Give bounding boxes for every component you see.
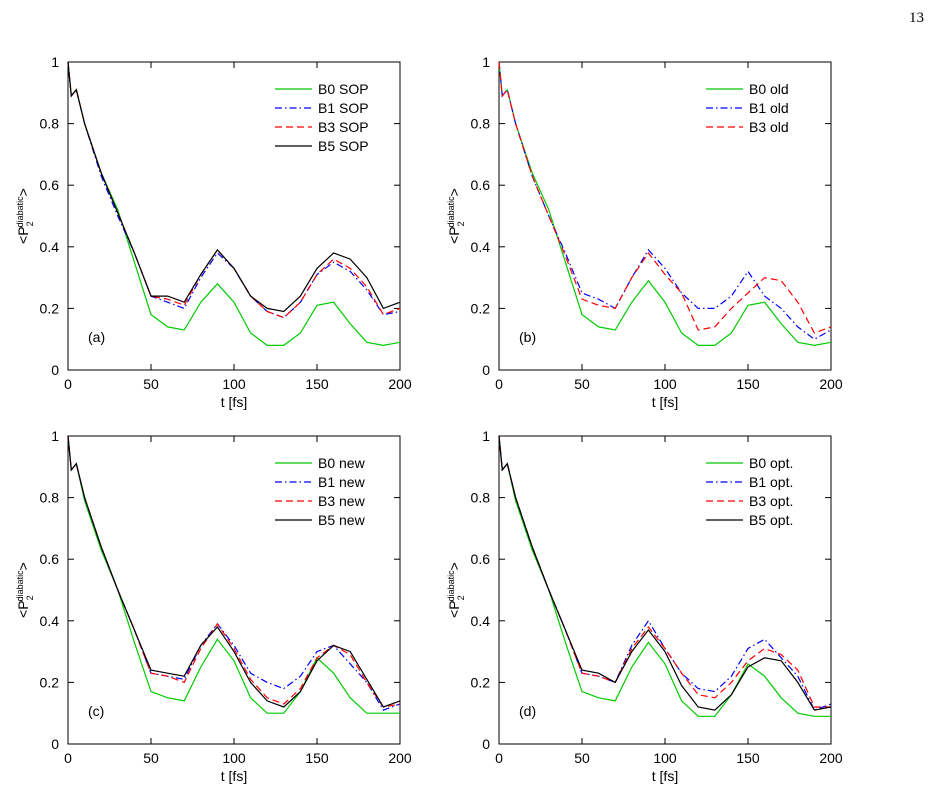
y-tick-label: 0.8 [471,490,491,506]
x-axis-label: t [fs] [652,394,678,410]
series-line [67,435,400,714]
y-axis-label-part: > [446,562,462,570]
x-tick-label: 150 [305,750,329,766]
x-tick-label: 100 [653,750,677,766]
y-axis-label-part: <P [446,226,462,244]
legend-label: B5 SOP [318,138,369,154]
y-axis-label-part: diabatic [15,196,25,228]
x-tick-label: 50 [574,376,590,392]
legend-label: B1 SOP [318,100,369,116]
x-tick-label: 200 [819,376,843,392]
y-axis-label: <P2diabatic> [446,188,466,244]
legend-label: B0 SOP [318,81,369,97]
y-axis-label: <P2diabatic> [446,562,466,618]
y-tick-label: 0.4 [471,239,491,255]
y-tick-label: 0.4 [40,239,60,255]
y-tick-label: 1 [51,54,59,70]
y-tick-label: 0.2 [40,300,60,316]
y-tick-label: 0.4 [40,613,60,629]
legend-label: B1 new [318,474,366,490]
series-line [498,61,832,340]
legend-label: B1 opt. [749,474,793,490]
panel-label: (d) [519,703,536,719]
legend-label: B3 new [318,493,366,509]
x-tick-label: 150 [736,750,760,766]
series-line [67,61,401,319]
y-tick-label: 0.6 [40,177,60,193]
series-line [498,61,832,347]
y-tick-label: 1 [482,54,490,70]
x-tick-label: 200 [819,750,843,766]
y-axis-label-part: diabatic [446,570,456,602]
y-axis-label-part: > [15,188,31,196]
x-tick-label: 100 [222,750,246,766]
panel-label: (b) [519,329,536,345]
series-line [498,61,832,334]
y-tick-label: 0.6 [471,177,491,193]
y-tick-label: 0.2 [40,674,60,690]
legend-label: B1 old [749,100,789,116]
y-tick-label: 0.8 [471,116,491,132]
y-tick-label: 1 [51,428,59,444]
y-axis-label-part: <P [446,600,462,618]
legend-label: B3 SOP [318,119,369,135]
y-tick-label: 0.8 [40,490,60,506]
y-tick-label: 0.8 [40,116,60,132]
y-axis-label: <P2diabatic> [15,562,35,618]
y-axis-label-part: diabatic [446,196,456,228]
x-axis-label: t [fs] [652,768,678,784]
y-axis-label-part: <P [15,226,31,244]
x-tick-label: 0 [495,750,503,766]
y-tick-label: 0.2 [471,300,491,316]
y-tick-label: 1 [482,428,490,444]
y-axis-label-part: diabatic [15,570,25,602]
x-tick-label: 50 [143,376,159,392]
x-tick-label: 200 [388,750,412,766]
legend-label: B5 new [318,512,366,528]
x-tick-label: 50 [143,750,159,766]
x-tick-label: 0 [495,376,503,392]
y-tick-label: 0.2 [471,674,491,690]
y-axis-label-part: > [15,562,31,570]
x-axis-label: t [fs] [221,394,247,410]
legend-label: B0 opt. [749,455,793,471]
x-tick-label: 100 [653,376,677,392]
legend-label: B3 opt. [749,493,793,509]
series-line [498,435,832,711]
x-tick-label: 150 [736,376,760,392]
y-axis-label-part: <P [15,600,31,618]
legend-label: B5 opt. [749,512,793,528]
x-tick-label: 50 [574,750,590,766]
y-tick-label: 0 [51,736,59,752]
x-tick-label: 200 [388,376,412,392]
x-tick-label: 100 [222,376,246,392]
series-line [498,435,831,717]
y-tick-label: 0.6 [471,551,491,567]
legend-label: B0 new [318,455,366,471]
y-axis-label-part: 2 [25,595,35,600]
y-tick-label: 0 [482,362,490,378]
legend-label: B3 old [749,119,789,135]
x-axis-label: t [fs] [221,768,247,784]
x-tick-label: 0 [64,376,72,392]
page-number: 13 [909,10,924,26]
x-tick-label: 0 [64,750,72,766]
y-axis-label: <P2diabatic> [15,188,35,244]
y-axis-label-part: 2 [456,221,466,226]
y-tick-label: 0.6 [40,551,60,567]
x-tick-label: 150 [305,376,329,392]
y-axis-label-part: > [446,188,462,196]
y-tick-label: 0.4 [471,613,491,629]
y-axis-label-part: 2 [25,221,35,226]
panel-label: (a) [88,329,105,345]
y-axis-label-part: 2 [456,595,466,600]
y-tick-label: 0 [51,362,59,378]
series-line [67,61,401,313]
y-tick-label: 0 [482,736,490,752]
series-line [67,435,401,708]
panel-label: (c) [88,703,104,719]
legend-label: B0 old [749,81,789,97]
